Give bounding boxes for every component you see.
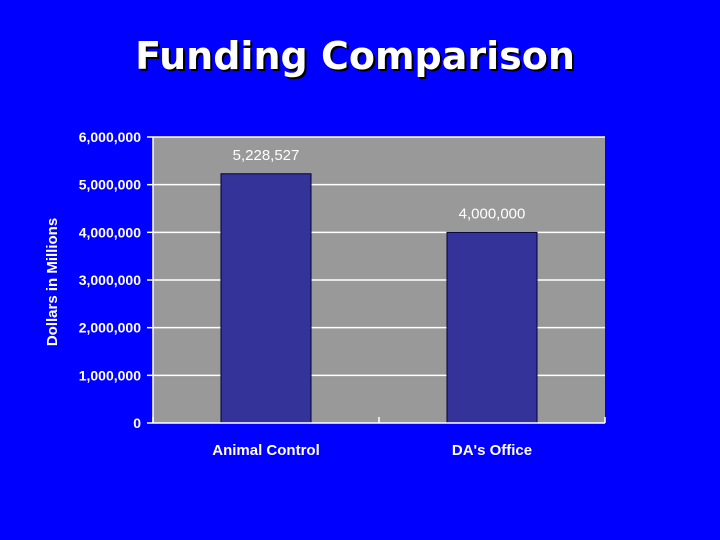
bar <box>446 231 538 424</box>
x-tick-label: Animal Control <box>212 442 320 459</box>
bars <box>220 173 538 424</box>
x-tick-label: DA's Office <box>452 442 532 459</box>
y-tick-label: 3,000,000 <box>79 272 141 288</box>
data-label: 5,228,527 <box>233 147 300 164</box>
y-tick-label: 0 <box>133 415 141 431</box>
data-labels: 5,228,527 4,000,000 <box>233 147 526 223</box>
y-tick-labels: 0 1,000,000 2,000,000 3,000,000 4,000,000 5,0… <box>79 129 142 431</box>
y-tick-label: 4,000,000 <box>79 224 141 240</box>
y-tick-label: 5,000,000 <box>79 177 141 193</box>
bar <box>220 173 312 424</box>
axes <box>147 136 606 424</box>
y-tick-label: 1,000,000 <box>79 367 141 383</box>
y-axis-title: Dollars in Millions <box>44 218 61 346</box>
y-tick-label: 2,000,000 <box>79 320 141 336</box>
slide-title: Funding Comparison <box>135 34 575 78</box>
data-label: 4,000,000 <box>459 205 526 222</box>
x-tick-labels: Animal Control DA's Office <box>212 442 532 459</box>
y-tick-label: 6,000,000 <box>79 129 141 145</box>
